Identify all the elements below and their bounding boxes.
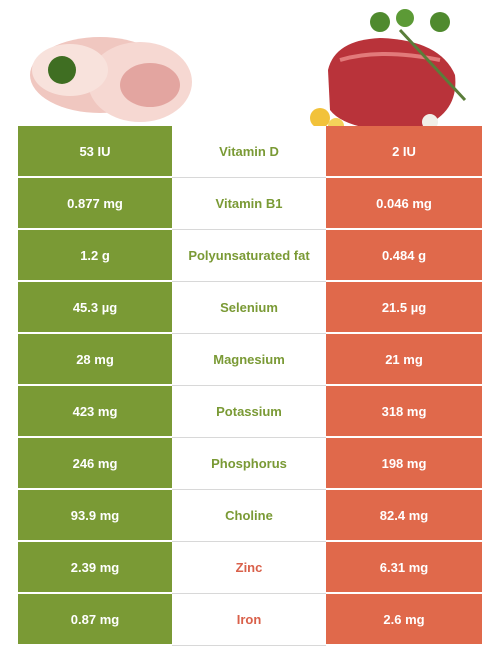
table-row: 0.877 mg Vitamin B1 0.046 mg xyxy=(18,178,482,230)
beef-value: 2.6 mg xyxy=(326,594,482,646)
pork-image xyxy=(30,37,192,122)
table-row: 423 mg Potassium 318 mg xyxy=(18,386,482,438)
pork-value: 0.877 mg xyxy=(18,178,172,230)
pork-value: 423 mg xyxy=(18,386,172,438)
nutrient-name: Polyunsaturated fat xyxy=(172,230,326,282)
pork-value: 0.87 mg xyxy=(18,594,172,646)
beef-value: 0.484 g xyxy=(326,230,482,282)
pork-value: 2.39 mg xyxy=(18,542,172,594)
nutrient-name: Phosphorus xyxy=(172,438,326,490)
table-row: 93.9 mg Choline 82.4 mg xyxy=(18,490,482,542)
nutrient-name: Magnesium xyxy=(172,334,326,386)
table-row: 1.2 g Polyunsaturated fat 0.484 g xyxy=(18,230,482,282)
pork-value: 93.9 mg xyxy=(18,490,172,542)
table-row: 2.39 mg Zinc 6.31 mg xyxy=(18,542,482,594)
nutrient-name: Iron xyxy=(172,594,326,646)
beef-value: 21 mg xyxy=(326,334,482,386)
pork-value: 45.3 µg xyxy=(18,282,172,334)
beef-value: 0.046 mg xyxy=(326,178,482,230)
nutrient-name: Selenium xyxy=(172,282,326,334)
nutrient-name: Zinc xyxy=(172,542,326,594)
pork-value: 28 mg xyxy=(18,334,172,386)
beef-value: 6.31 mg xyxy=(326,542,482,594)
table-row: 28 mg Magnesium 21 mg xyxy=(18,334,482,386)
table-row: 0.87 mg Iron 2.6 mg xyxy=(18,594,482,646)
nutrient-name: Vitamin B1 xyxy=(172,178,326,230)
food-images xyxy=(30,9,467,130)
beef-image xyxy=(310,9,467,130)
beef-value: 21.5 µg xyxy=(326,282,482,334)
beef-value: 82.4 mg xyxy=(326,490,482,542)
table-row: 246 mg Phosphorus 198 mg xyxy=(18,438,482,490)
pork-value: 53 IU xyxy=(18,126,172,178)
beef-value: 318 mg xyxy=(326,386,482,438)
beef-value: 2 IU xyxy=(326,126,482,178)
nutrient-name: Choline xyxy=(172,490,326,542)
nutrient-name: Vitamin D xyxy=(172,126,326,178)
beef-value: 198 mg xyxy=(326,438,482,490)
pork-value: 1.2 g xyxy=(18,230,172,282)
pork-value: 246 mg xyxy=(18,438,172,490)
nutrient-name: Potassium xyxy=(172,386,326,438)
table-row: 45.3 µg Selenium 21.5 µg xyxy=(18,282,482,334)
